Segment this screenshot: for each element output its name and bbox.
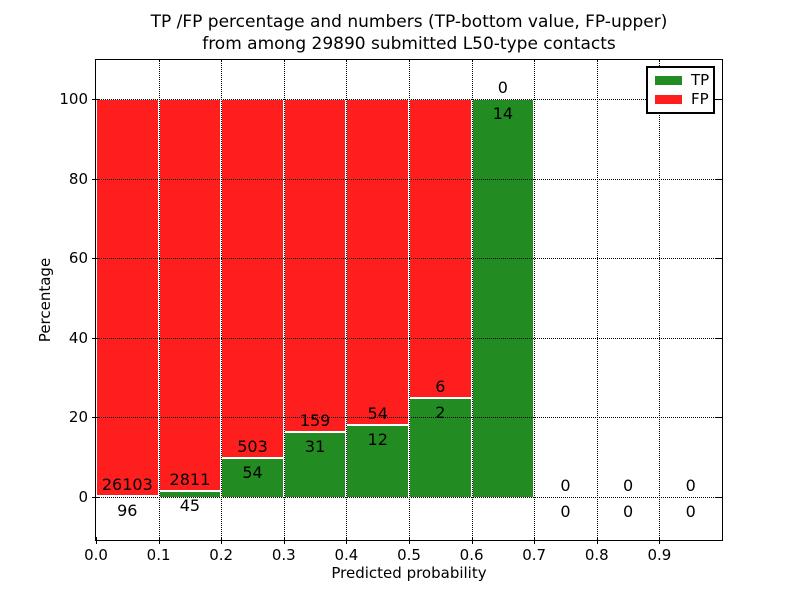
- fp-count-label: 0: [623, 476, 634, 495]
- tp-count-label: 54: [242, 463, 263, 483]
- x-tick: [534, 537, 535, 544]
- x-tick-label: 0.4: [334, 546, 359, 564]
- tp-count-label: 31: [304, 437, 326, 457]
- y-tick-right: [715, 178, 722, 180]
- x-tick: [659, 537, 660, 544]
- v-gridline: [659, 60, 660, 540]
- x-tick: [597, 537, 598, 544]
- y-tick-label: 0: [78, 488, 88, 506]
- y-tick-label: 60: [68, 249, 88, 268]
- y-tick: [92, 417, 99, 419]
- v-gridline: [346, 60, 347, 540]
- chart-title: TP /FP percentage and numbers (TP-bottom…: [96, 11, 722, 55]
- fp-count-label: 2811: [169, 469, 211, 489]
- tp-count-label: 45: [179, 495, 201, 515]
- tp-count-label: 0: [560, 502, 571, 521]
- y-tick: [92, 258, 99, 260]
- v-gridline: [284, 60, 285, 540]
- x-tick-label: 0.2: [209, 546, 234, 564]
- legend: TP FP: [646, 66, 715, 114]
- x-tick-label: 0.7: [522, 546, 547, 564]
- y-tick: [92, 337, 99, 339]
- fp-count-label: 0: [685, 476, 696, 495]
- v-gridline: [159, 60, 160, 540]
- fp-color-swatch: [655, 95, 682, 105]
- plot-area: 26103 96 2811 45 503 54 159 31 54 12 6 2 0 14 0 0 0 0 0 0: [92, 59, 723, 544]
- fp-bar-segment: [284, 99, 346, 433]
- y-tick: [92, 178, 99, 180]
- x-tick-label: 0.0: [84, 546, 108, 564]
- x-tick-label: 0.3: [271, 546, 296, 564]
- fp-bar-segment: [96, 99, 159, 496]
- x-tick: [284, 537, 285, 544]
- x-tick: [472, 537, 473, 544]
- tp-count-label: 14: [492, 104, 514, 123]
- x-tick-label: 0.5: [397, 546, 421, 564]
- tp-count-label: 0: [623, 502, 634, 521]
- legend-label-fp: FP: [691, 90, 709, 109]
- v-gridline: [409, 60, 410, 540]
- y-tick-right: [715, 99, 722, 100]
- v-gridline: [221, 60, 222, 540]
- chart-title-line2: from among 29890 submitted L50-type cont…: [202, 34, 616, 54]
- x-tick-label: 0.8: [584, 546, 609, 564]
- x-tick: [221, 537, 222, 544]
- fp-bar-segment: [346, 99, 409, 425]
- v-gridline: [534, 60, 535, 540]
- y-tick-right: [715, 337, 722, 339]
- fp-bar-segment: [221, 99, 284, 459]
- fp-bar-segment: [409, 99, 472, 398]
- y-tick-label: 40: [68, 328, 88, 347]
- x-tick-label: 0.6: [459, 546, 484, 564]
- y-tick: [92, 497, 99, 498]
- tp-count-label: 96: [117, 500, 138, 520]
- tp-color-swatch: [655, 75, 682, 85]
- y-tick-right: [715, 417, 722, 419]
- legend-label-tp: TP: [691, 70, 710, 89]
- y-tick-label: 100: [59, 90, 88, 108]
- fp-count-label: 0: [560, 476, 571, 495]
- x-tick: [409, 537, 410, 544]
- fp-bar-segment: [159, 99, 221, 491]
- legend-item-fp: FP: [655, 92, 713, 107]
- tp-bar-segment: [472, 99, 534, 498]
- fp-count-label: 26103: [101, 474, 153, 494]
- fp-count-label: 503: [237, 437, 268, 457]
- tp-bar-segment: [346, 424, 409, 498]
- legend-item-tp: TP: [655, 70, 713, 89]
- x-tick-label: 0.9: [647, 546, 672, 564]
- fp-count-label: 0: [497, 78, 508, 97]
- x-tick: [159, 537, 160, 544]
- y-tick: [92, 99, 99, 100]
- fp-count-label: 6: [435, 376, 446, 396]
- tp-count-label: 0: [685, 502, 696, 521]
- y-tick-right: [715, 258, 722, 260]
- x-tick: [96, 537, 97, 544]
- y-tick-label: 20: [68, 408, 88, 427]
- v-gridline: [472, 60, 473, 540]
- tp-count-label: 2: [435, 402, 446, 422]
- x-axis-label: Predicted probability: [331, 564, 487, 582]
- tp-count-label: 12: [367, 429, 388, 449]
- chart-title-line1: TP /FP percentage and numbers (TP-bottom…: [150, 12, 668, 32]
- tp-bar-segment: [284, 432, 346, 498]
- y-tick-right: [715, 497, 722, 498]
- v-gridline: [597, 60, 598, 540]
- fp-count-label: 159: [299, 411, 331, 431]
- fp-count-label: 54: [367, 403, 388, 423]
- tp-bar-segment: [221, 458, 284, 498]
- y-tick-label: 80: [68, 169, 88, 188]
- x-tick-label: 0.1: [146, 546, 171, 564]
- x-tick: [346, 537, 347, 544]
